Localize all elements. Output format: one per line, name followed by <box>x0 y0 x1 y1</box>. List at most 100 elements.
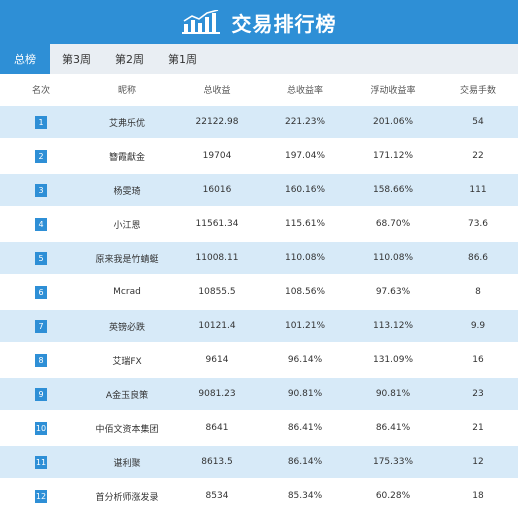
rank-badge: 2 <box>35 149 47 163</box>
tab-overall[interactable]: 总榜 <box>0 44 50 74</box>
rank-badge: 9 <box>35 387 47 401</box>
floating-return-cell: 113.12% <box>348 308 438 343</box>
total-profit-cell: 8641 <box>172 410 262 445</box>
lots-cell: 8 <box>438 274 518 309</box>
col-header-floating-return: 浮动收益率 <box>348 74 438 105</box>
floating-return-cell: 175.33% <box>348 444 438 479</box>
table-row[interactable]: 2 簪霞獻金 19704 197.04% 171.12% 22 <box>0 138 518 173</box>
table-row[interactable]: 10 中佰文资本集团 8641 86.41% 86.41% 21 <box>0 410 518 445</box>
total-return-cell: 108.56% <box>262 274 348 309</box>
total-profit-cell: 19704 <box>172 138 262 173</box>
table-row[interactable]: 3 杨雯琦 16016 160.16% 158.66% 111 <box>0 172 518 207</box>
total-return-cell: 110.08% <box>262 240 348 275</box>
table-row[interactable]: 8 艾瑞FX 9614 96.14% 131.09% 16 <box>0 342 518 377</box>
nickname-cell: A金玉良策 <box>82 376 172 411</box>
tab-bar: 总榜 第3周 第2周 第1周 <box>0 44 518 74</box>
lots-cell: 22 <box>438 138 518 173</box>
table-row[interactable]: 4 小江恩 11561.34 115.61% 68.70% 73.6 <box>0 206 518 241</box>
table-row[interactable]: 6 Mcrad 10855.5 108.56% 97.63% 8 <box>0 274 518 309</box>
total-return-cell: 197.04% <box>262 138 348 173</box>
rank-cell: 2 <box>0 138 82 173</box>
floating-return-cell: 86.41% <box>348 410 438 445</box>
total-return-cell: 96.14% <box>262 342 348 377</box>
rank-cell: 7 <box>0 308 82 343</box>
total-return-cell: 101.21% <box>262 308 348 343</box>
rank-badge: 1 <box>35 115 47 129</box>
total-return-cell: 115.61% <box>262 206 348 241</box>
col-header-total-return: 总收益率 <box>262 74 348 105</box>
nickname-cell: 谌利聚 <box>82 444 172 479</box>
floating-return-cell: 158.66% <box>348 172 438 207</box>
lots-cell: 54 <box>438 104 518 139</box>
rank-badge: 12 <box>35 489 47 503</box>
table-row[interactable]: 7 英镑必跌 10121.4 101.21% 113.12% 9.9 <box>0 308 518 343</box>
floating-return-cell: 131.09% <box>348 342 438 377</box>
rank-cell: 10 <box>0 410 82 445</box>
tab-week-3[interactable]: 第3周 <box>62 53 91 66</box>
lots-cell: 12 <box>438 444 518 479</box>
total-return-cell: 221.23% <box>262 104 348 139</box>
total-profit-cell: 22122.98 <box>172 104 262 139</box>
total-profit-cell: 9081.23 <box>172 376 262 411</box>
rank-cell: 3 <box>0 172 82 207</box>
rank-cell: 9 <box>0 376 82 411</box>
page-header: 交易排行榜 <box>0 0 518 44</box>
rank-badge: 11 <box>35 455 47 469</box>
total-return-cell: 86.14% <box>262 444 348 479</box>
lots-cell: 23 <box>438 376 518 411</box>
lots-cell: 18 <box>438 478 518 512</box>
total-profit-cell: 9614 <box>172 342 262 377</box>
total-profit-cell: 11561.34 <box>172 206 262 241</box>
lots-cell: 21 <box>438 410 518 445</box>
rank-cell: 4 <box>0 206 82 241</box>
bar-chart-trend-icon <box>181 10 220 34</box>
nickname-cell: 原来我是竹蜻蜓 <box>82 240 172 275</box>
table-row[interactable]: 11 谌利聚 8613.5 86.14% 175.33% 12 <box>0 444 518 479</box>
rank-badge: 7 <box>35 319 47 333</box>
floating-return-cell: 171.12% <box>348 138 438 173</box>
rank-cell: 11 <box>0 444 82 479</box>
ranking-table: 名次 昵称 总收益 总收益率 浮动收益率 交易手数 1 艾弗乐优 22122.98 2… <box>0 74 518 512</box>
floating-return-cell: 201.06% <box>348 104 438 139</box>
rank-badge: 5 <box>35 251 47 265</box>
nickname-cell: 杨雯琦 <box>82 172 172 207</box>
total-return-cell: 160.16% <box>262 172 348 207</box>
lots-cell: 9.9 <box>438 308 518 343</box>
lots-cell: 86.6 <box>438 240 518 275</box>
lots-cell: 73.6 <box>438 206 518 241</box>
total-profit-cell: 10855.5 <box>172 274 262 309</box>
nickname-cell: 小江恩 <box>82 206 172 241</box>
table-row[interactable]: 5 原来我是竹蜻蜓 11008.11 110.08% 110.08% 86.6 <box>0 240 518 275</box>
nickname-cell: 英镑必跌 <box>82 308 172 343</box>
floating-return-cell: 90.81% <box>348 376 438 411</box>
rank-cell: 1 <box>0 104 82 139</box>
nickname-cell: 中佰文资本集团 <box>82 410 172 445</box>
col-header-rank: 名次 <box>0 74 82 105</box>
nickname-cell: 簪霞獻金 <box>82 138 172 173</box>
rank-badge: 6 <box>35 285 47 299</box>
total-return-cell: 86.41% <box>262 410 348 445</box>
tab-week-1[interactable]: 第1周 <box>168 53 197 66</box>
table-header-row: 名次 昵称 总收益 总收益率 浮动收益率 交易手数 <box>0 74 518 105</box>
floating-return-cell: 60.28% <box>348 478 438 512</box>
lots-cell: 111 <box>438 172 518 207</box>
rank-cell: 12 <box>0 478 82 512</box>
table-row[interactable]: 12 首分析师涨发录 8534 85.34% 60.28% 18 <box>0 478 518 512</box>
table-row[interactable]: 9 A金玉良策 9081.23 90.81% 90.81% 23 <box>0 376 518 411</box>
nickname-cell: Mcrad <box>82 274 172 309</box>
floating-return-cell: 110.08% <box>348 240 438 275</box>
floating-return-cell: 97.63% <box>348 274 438 309</box>
rank-cell: 8 <box>0 342 82 377</box>
lots-cell: 16 <box>438 342 518 377</box>
page-title: 交易排行榜 <box>231 11 337 36</box>
rank-badge: 8 <box>35 353 47 367</box>
rank-badge: 4 <box>35 217 47 231</box>
table-row[interactable]: 1 艾弗乐优 22122.98 221.23% 201.06% 54 <box>0 104 518 139</box>
total-return-cell: 90.81% <box>262 376 348 411</box>
col-header-lots: 交易手数 <box>438 74 518 105</box>
nickname-cell: 首分析师涨发录 <box>82 478 172 512</box>
total-return-cell: 85.34% <box>262 478 348 512</box>
total-profit-cell: 10121.4 <box>172 308 262 343</box>
tab-week-2[interactable]: 第2周 <box>115 53 144 66</box>
total-profit-cell: 8534 <box>172 478 262 512</box>
